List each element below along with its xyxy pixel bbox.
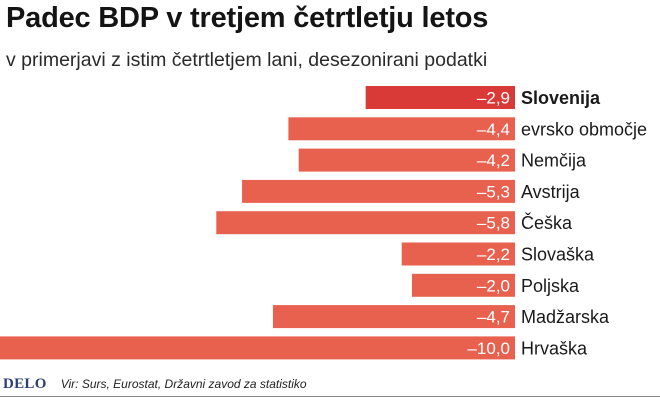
- bar-evrsko-obmocje: [288, 117, 515, 141]
- value-label-ceska: –5,8: [477, 214, 510, 233]
- category-label-ceska: Češka: [521, 212, 573, 233]
- value-label-slovaska: –2,2: [477, 245, 510, 264]
- bar-avstrija: [242, 179, 516, 203]
- value-label-madzarska: –4,7: [477, 308, 510, 327]
- category-label-hrvaska: Hrvaška: [521, 338, 588, 358]
- category-label-slovaska: Slovaška: [521, 245, 595, 265]
- category-label-nemcija: Nemčija: [521, 151, 587, 171]
- bar-madzarska: [272, 305, 515, 329]
- bar-slovaska: [401, 242, 515, 266]
- bar-ceska: [216, 211, 516, 235]
- value-label-nemcija: –4,2: [477, 151, 510, 170]
- bar-poljska: [412, 273, 515, 297]
- value-label-slovenija: –2,9: [477, 89, 510, 108]
- bottom-divider: [0, 396, 660, 397]
- category-label-madzarska: Madžarska: [521, 307, 610, 327]
- value-label-poljska: –2,0: [477, 276, 510, 295]
- delo-logo: DELO: [3, 375, 47, 392]
- bar-nemcija: [298, 148, 515, 172]
- footer: DELO Vir: Surs, Eurostat, Državni zavod …: [0, 374, 660, 394]
- value-label-hrvaska: –10,0: [467, 339, 510, 358]
- chart-title: Padec BDP v tretjem četrtletju letos: [6, 2, 489, 34]
- value-label-avstrija: –5,3: [477, 182, 510, 201]
- category-label-slovenija: Slovenija: [521, 88, 601, 108]
- category-label-evrsko-obmocje: evrsko območje: [521, 119, 647, 139]
- value-label-evrsko-obmocje: –4,4: [477, 120, 510, 139]
- bar-chart: –2,9 Slovenija –4,4 evrsko območje –4,2 Nemči…: [0, 86, 647, 360]
- chart-subtitle: v primerjavi z istim četrtletjem lani, d…: [6, 49, 488, 71]
- source-note: Vir: Surs, Eurostat, Državni zavod za st…: [60, 377, 307, 391]
- bar-hrvaska: [0, 336, 515, 360]
- category-label-poljska: Poljska: [521, 276, 580, 296]
- category-label-avstrija: Avstrija: [521, 182, 581, 202]
- bar-slovenija: [365, 86, 515, 109]
